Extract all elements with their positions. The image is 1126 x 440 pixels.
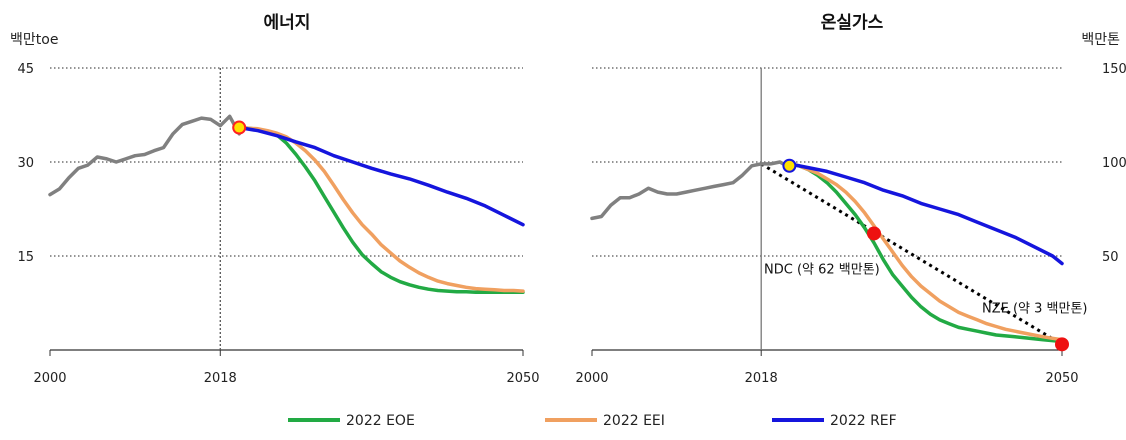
energy-series-2022-ref-line: [237, 125, 525, 227]
energy-x-tick-label: 2050: [506, 371, 539, 386]
ghg-y-tick-label: 50: [1102, 250, 1119, 265]
ghg-target-path-line: [760, 162, 1063, 346]
ghg-point-marker: [867, 226, 881, 241]
ghg-annotation-label: NZE (약 3 백만톤): [982, 301, 1088, 316]
ghg-x-tick-label: 2018: [745, 371, 778, 386]
energy-chart-title: 에너지: [264, 13, 311, 33]
energy-series-2022-eei-line: [237, 125, 525, 293]
ghg-x-tick-label: 2000: [575, 371, 608, 386]
ghg-chart-title: 온실가스: [821, 13, 884, 33]
energy-x-tick-label: 2018: [204, 371, 237, 386]
ghg-point-marker: [782, 158, 797, 173]
ghg-series-2022-eei-line: [787, 162, 1064, 342]
ghg-y-tick-label: 100: [1102, 156, 1126, 171]
legend-label: 2022 EEI: [603, 413, 665, 429]
ghg-panel: 온실가스 백만톤 150 100 50 2000 2018 2050 NDC (약 62 백…: [575, 13, 1126, 386]
ghg-series-2022-ref-line: [787, 162, 1064, 266]
legend-label: 2022 EOE: [346, 413, 415, 429]
energy-y-tick-label: 30: [17, 156, 34, 171]
energy-y-tick-label: 45: [17, 62, 34, 77]
energy-series-history-line: [48, 114, 241, 197]
ghg-point-marker: [1055, 337, 1069, 352]
energy-panel: 에너지 백만toe 45 30 15 2000 2018 2050: [10, 13, 540, 386]
ghg-y-tick-label: 150: [1102, 62, 1126, 77]
ghg-series-2022-eoe-line: [787, 162, 1064, 344]
ghg-annotation-label: NDC (약 62 백만톤): [764, 262, 880, 277]
ghg-x-tick-label: 2050: [1045, 371, 1078, 386]
energy-series-2022-eoe-line: [237, 125, 525, 295]
legend-label: 2022 REF: [830, 413, 897, 429]
legend: 2022 EOE 2022 EEI 2022 REF: [288, 413, 897, 429]
ghg-series-history-line: [590, 160, 792, 221]
energy-y-unit-label: 백만toe: [10, 32, 58, 48]
energy-point-marker: [232, 120, 247, 135]
ghg-y-unit-label: 백만톤: [1081, 32, 1120, 48]
energy-x-tick-label: 2000: [33, 371, 66, 386]
energy-y-tick-label: 15: [17, 250, 34, 265]
